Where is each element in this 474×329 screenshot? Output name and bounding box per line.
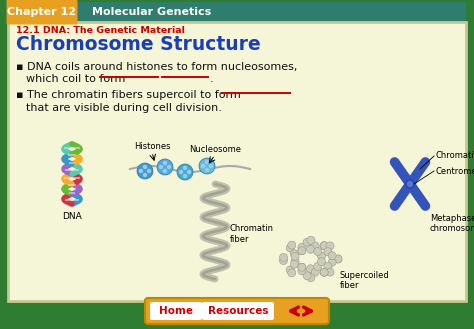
FancyBboxPatch shape xyxy=(202,302,274,320)
Text: Chromatids: Chromatids xyxy=(436,151,474,161)
Circle shape xyxy=(137,163,153,179)
Circle shape xyxy=(183,174,186,178)
Circle shape xyxy=(199,158,215,174)
Text: which coil to form: which coil to form xyxy=(26,74,126,84)
Circle shape xyxy=(139,169,143,172)
Circle shape xyxy=(328,258,336,266)
Circle shape xyxy=(406,180,414,188)
Circle shape xyxy=(164,169,166,172)
Circle shape xyxy=(177,164,193,180)
Circle shape xyxy=(314,247,322,256)
Circle shape xyxy=(288,269,296,277)
Circle shape xyxy=(147,169,151,172)
Text: that are visible during cell division.: that are visible during cell division. xyxy=(26,103,222,113)
Text: Chromosome Structure: Chromosome Structure xyxy=(16,35,261,54)
Text: DNA: DNA xyxy=(62,212,82,221)
Circle shape xyxy=(320,242,328,250)
Circle shape xyxy=(291,252,299,260)
Text: 12.1 DNA: The Genetic Material: 12.1 DNA: The Genetic Material xyxy=(16,26,185,35)
Circle shape xyxy=(183,166,186,169)
Circle shape xyxy=(326,268,334,276)
Text: Metaphase
chromosome: Metaphase chromosome xyxy=(430,214,474,233)
Circle shape xyxy=(180,170,182,173)
Circle shape xyxy=(324,262,332,270)
Text: Resources: Resources xyxy=(208,306,268,316)
Circle shape xyxy=(324,248,332,256)
Circle shape xyxy=(303,238,311,246)
Circle shape xyxy=(311,242,319,250)
Circle shape xyxy=(206,161,209,164)
Text: .: . xyxy=(210,74,214,84)
Circle shape xyxy=(318,258,326,266)
Circle shape xyxy=(307,245,315,253)
Circle shape xyxy=(320,242,328,250)
Circle shape xyxy=(318,252,326,260)
Text: Chromatin
fiber: Chromatin fiber xyxy=(230,224,274,244)
Circle shape xyxy=(307,236,315,244)
Circle shape xyxy=(291,260,299,268)
Circle shape xyxy=(307,265,315,273)
Text: Molecular Genetics: Molecular Genetics xyxy=(92,7,211,17)
Circle shape xyxy=(291,250,299,258)
Circle shape xyxy=(298,267,306,275)
Text: Chapter 12: Chapter 12 xyxy=(8,7,76,17)
Circle shape xyxy=(280,257,288,265)
Circle shape xyxy=(326,242,334,250)
Circle shape xyxy=(298,247,306,255)
Text: Nucleosome: Nucleosome xyxy=(189,145,241,154)
Circle shape xyxy=(291,258,299,266)
Circle shape xyxy=(210,164,212,167)
Circle shape xyxy=(201,164,204,167)
FancyBboxPatch shape xyxy=(7,0,78,24)
Circle shape xyxy=(298,243,306,251)
Circle shape xyxy=(334,255,342,263)
FancyBboxPatch shape xyxy=(145,298,329,324)
Text: Supercoiled
fiber: Supercoiled fiber xyxy=(340,271,390,291)
Text: Histones: Histones xyxy=(134,142,170,151)
Circle shape xyxy=(280,253,288,262)
Circle shape xyxy=(144,165,146,168)
Circle shape xyxy=(286,266,294,274)
Circle shape xyxy=(144,173,146,176)
Text: ▪ DNA coils around histones to form nucleosomes,: ▪ DNA coils around histones to form nucl… xyxy=(16,62,297,72)
Circle shape xyxy=(188,170,191,173)
Circle shape xyxy=(334,255,342,263)
Bar xyxy=(8,2,466,21)
Circle shape xyxy=(288,241,296,249)
Circle shape xyxy=(159,165,163,168)
FancyBboxPatch shape xyxy=(150,302,202,320)
Circle shape xyxy=(320,268,328,276)
Circle shape xyxy=(167,165,171,168)
Text: Centromere: Centromere xyxy=(436,166,474,175)
Circle shape xyxy=(298,263,306,271)
Circle shape xyxy=(303,272,311,280)
Text: ▪ The chromatin fibers supercoil to form: ▪ The chromatin fibers supercoil to form xyxy=(16,90,241,100)
Circle shape xyxy=(314,263,322,270)
Circle shape xyxy=(157,159,173,175)
Circle shape xyxy=(307,274,315,282)
Bar xyxy=(8,22,466,301)
Circle shape xyxy=(298,247,306,255)
Circle shape xyxy=(311,268,319,276)
Circle shape xyxy=(286,244,294,252)
Circle shape xyxy=(298,263,306,271)
Circle shape xyxy=(164,162,166,164)
Circle shape xyxy=(320,268,328,276)
Text: Home: Home xyxy=(159,306,193,316)
Circle shape xyxy=(206,168,209,171)
Circle shape xyxy=(328,252,336,260)
